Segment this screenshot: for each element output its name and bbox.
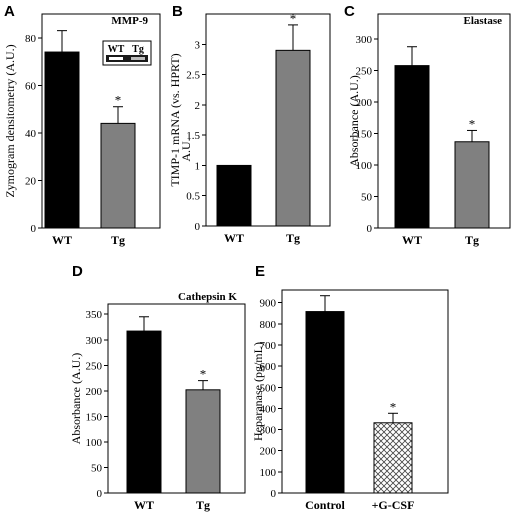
y-tick-label: 900 (260, 298, 277, 310)
bar-tg (275, 49, 311, 227)
y-tick-label: 200 (86, 386, 103, 398)
y-tick-label: 100 (86, 437, 103, 449)
y-tick-label: 0 (195, 221, 201, 233)
significance-marker: * (390, 399, 397, 414)
gel-band (131, 57, 145, 60)
y-tick-label: 300 (356, 34, 373, 46)
bar-tg (185, 389, 221, 494)
gel-band-strip (106, 55, 148, 62)
y-tick-label: 150 (86, 411, 103, 423)
y-tick-label: 0 (367, 223, 373, 235)
significance-marker: * (290, 11, 297, 26)
y-tick-label: 100 (260, 467, 277, 479)
y-tick-label: 0 (97, 488, 103, 500)
y-tick-label: 400 (260, 403, 277, 415)
y-tick-label: 50 (361, 192, 373, 204)
panel-a: A 0 20 40 60 80 Zymogram densitometry (A.U.) MM… (3, 3, 161, 247)
y-axis-label: Absorbance (A.U.) (347, 75, 361, 167)
y-tick-label: 300 (86, 335, 103, 347)
bar-control (305, 311, 345, 494)
bar--g-csf (373, 422, 413, 494)
y-tick-label: 50 (91, 462, 103, 474)
chart-title: MMP-9 (111, 15, 148, 27)
x-category-label: WT (402, 233, 422, 247)
x-category-label: Tg (286, 231, 300, 245)
y-axis-label-unit: A.U. (179, 138, 193, 161)
y-tick-label: 700 (260, 340, 277, 352)
chart-title: Cathepsin K (178, 291, 237, 303)
y-tick-label: 300 (260, 425, 277, 437)
y-tick-label: 60 (25, 80, 37, 92)
panel-b: B 0 0.5 1 1.5 2 2.5 3 TIMP-1 mRNA (vs. HPRT)A.U.… (168, 3, 331, 245)
y-axis-label: TIMP-1 mRNA (vs. HPRT) (168, 53, 182, 186)
panel-d: D 0 50 100 150 200 250 300 350 Absorbance (A.U.) C… (69, 263, 246, 512)
y-axis-label: Absorbance (A.U.) (69, 353, 83, 445)
x-category-label: WT (224, 231, 244, 245)
x-category-label: Tg (111, 233, 125, 247)
x-category-label: Control (305, 498, 345, 512)
y-tick-label: 350 (86, 309, 103, 321)
panel-letter: D (72, 263, 83, 280)
panel-letter: B (172, 3, 183, 20)
y-tick-label: 0.5 (186, 191, 200, 203)
panel-letter: E (255, 263, 265, 280)
y-tick-label: 250 (86, 360, 103, 372)
panel-e: E 0 100 200 300 400 500 600 700 800 900 Heparanase … (251, 263, 449, 512)
y-tick-label: 20 (25, 175, 37, 187)
inset-label: WT (108, 44, 125, 55)
y-tick-label: 1 (195, 160, 201, 172)
gel-band (109, 57, 123, 60)
y-tick-label: 2 (195, 100, 201, 112)
y-axis-label: Heparanase (pg/mL) (251, 342, 265, 441)
panel-letter: C (344, 3, 355, 20)
significance-marker: * (469, 116, 476, 131)
zymogram-inset: WT Tg (102, 40, 152, 66)
panel-c: C 0 50 100 150 200 250 300 Absorbance (A.U.) Elas… (344, 3, 511, 247)
x-category-label: Tg (465, 233, 479, 247)
y-tick-label: 500 (260, 382, 277, 394)
y-tick-label: 40 (25, 128, 37, 140)
plot-frame (281, 289, 449, 494)
x-category-label: Tg (196, 498, 210, 512)
significance-marker: * (115, 93, 122, 108)
y-tick-label: 1.5 (186, 130, 200, 142)
y-tick-label: 0 (271, 488, 277, 500)
y-axis-label: Zymogram densitometry (A.U.) (3, 44, 17, 197)
plot-frame (107, 303, 246, 494)
plot-frame (377, 13, 511, 229)
y-tick-label: 2.5 (186, 70, 200, 82)
bar-wt (394, 65, 430, 229)
bar-wt (126, 330, 162, 494)
bar-tg (100, 122, 136, 229)
y-tick-label: 600 (260, 361, 277, 373)
y-tick-label: 250 (356, 66, 373, 78)
y-tick-label: 3 (195, 39, 201, 51)
y-tick-label: 0 (31, 223, 37, 235)
bar-wt (44, 51, 80, 229)
y-tick-label: 200 (260, 446, 277, 458)
x-category-label: WT (134, 498, 154, 512)
y-tick-label: 200 (356, 97, 373, 109)
y-tick-label: 150 (356, 129, 373, 141)
y-tick-label: 800 (260, 319, 277, 331)
y-tick-label: 80 (25, 33, 37, 45)
significance-marker: * (200, 367, 207, 382)
x-category-label: +G-CSF (372, 498, 415, 512)
bar-wt (216, 164, 252, 227)
bar-tg (454, 141, 490, 229)
y-tick-label: 100 (356, 160, 373, 172)
panel-letter: A (4, 3, 15, 20)
chart-title: Elastase (464, 15, 503, 27)
plot-frame (205, 13, 331, 227)
inset-label: Tg (132, 44, 144, 55)
x-category-label: WT (52, 233, 72, 247)
